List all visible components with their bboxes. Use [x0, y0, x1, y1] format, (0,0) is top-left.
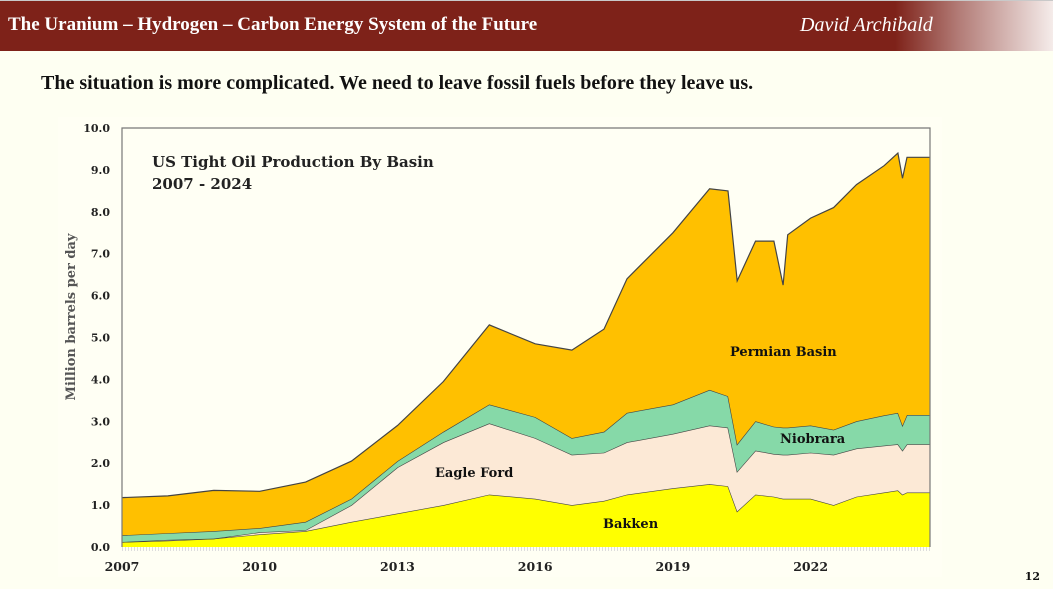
y-tick-label: 3.0	[91, 415, 110, 428]
area-permian-basin	[122, 153, 930, 536]
x-axis-ticks: 2007 2010 2013 2016 2019 2022	[105, 559, 828, 574]
x-tick-label: 2019	[656, 559, 691, 574]
y-tick-label: 5.0	[91, 332, 110, 345]
chart-title: US Tight Oil Production By Basin	[152, 153, 434, 171]
header-bar: The Uranium – Hydrogen – Carbon Energy S…	[0, 0, 1053, 51]
x-tick-label: 2013	[380, 559, 415, 574]
series-label-eagle-ford: Eagle Ford	[435, 466, 513, 481]
y-axis-label: Million barrels per day	[64, 233, 79, 400]
presentation-title: The Uranium – Hydrogen – Carbon Energy S…	[8, 14, 538, 35]
series-label-permian: Permian Basin	[730, 345, 837, 360]
area-bakken	[122, 484, 930, 547]
y-tick-label: 6.0	[91, 290, 110, 303]
line-permian-basin	[121, 151, 930, 499]
y-tick-label: 2.0	[91, 457, 110, 470]
y-tick-label: 9.0	[91, 164, 110, 177]
chart-subtitle: 2007 - 2024	[152, 175, 252, 193]
y-tick-label: 10.0	[83, 122, 110, 135]
x-tick-label: 2010	[242, 559, 277, 574]
page-number: 12	[1024, 570, 1040, 583]
series-label-bakken: Bakken	[603, 517, 659, 532]
x-tick-label: 2022	[793, 559, 828, 574]
area-niobrara	[122, 389, 930, 542]
y-tick-label: 1.0	[91, 499, 110, 512]
series-label-niobrara: Niobrara	[780, 432, 846, 447]
stacked-area-chart: 0.01.02.03.04.05.06.07.08.09.010.0 2007 2…	[64, 122, 931, 574]
y-tick-label: 8.0	[91, 206, 110, 219]
x-tick-label: 2016	[518, 559, 553, 574]
y-tick-label: 7.0	[91, 248, 110, 261]
x-tick-label: 2007	[105, 559, 140, 574]
slide-subtitle: The situation is more complicated. We ne…	[41, 72, 754, 94]
y-axis-ticks: 0.0 1.0 2.0 3.0 4.0 5.0 6.0 7.0 8.0 9.0 10.0	[83, 122, 110, 554]
area-eagle-ford	[122, 423, 930, 542]
chart-container: 0.0 1.0 2.0 3.0 4.0 5.0 6.0 7.0 8.0 9.0 10.0 2007 2…	[58, 117, 942, 577]
y-tick-label: 0.0	[91, 541, 110, 554]
y-tick-label: 4.0	[91, 373, 110, 386]
author-name: David Archibald	[800, 14, 933, 36]
series-areas	[121, 151, 930, 547]
plot-border	[121, 127, 931, 547]
plot-frame	[121, 127, 931, 551]
